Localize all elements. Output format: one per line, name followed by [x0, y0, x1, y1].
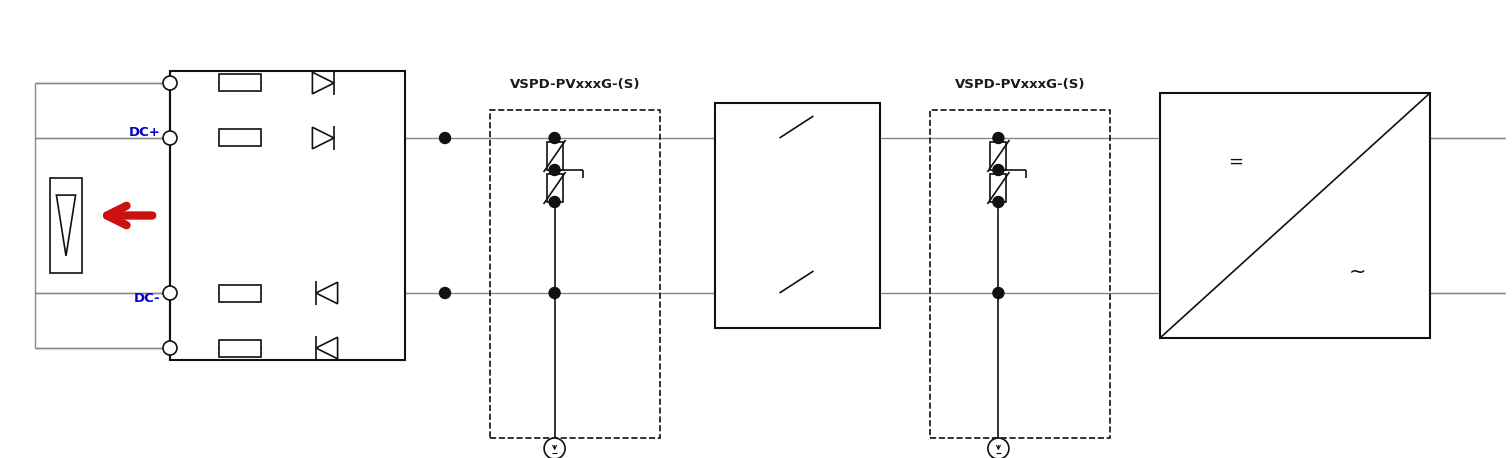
- Circle shape: [993, 288, 1004, 299]
- Circle shape: [440, 288, 451, 299]
- Bar: [219, 130, 262, 147]
- Bar: [547, 142, 562, 170]
- Polygon shape: [316, 282, 337, 304]
- Polygon shape: [56, 195, 76, 256]
- Circle shape: [163, 131, 177, 145]
- Circle shape: [993, 196, 1004, 207]
- Bar: [219, 75, 262, 92]
- Circle shape: [549, 132, 559, 143]
- Bar: [547, 174, 562, 202]
- Text: VSPD-PVxxxG-(S): VSPD-PVxxxG-(S): [954, 78, 1086, 92]
- Bar: [930, 110, 1110, 438]
- Bar: [990, 142, 1007, 170]
- Bar: [1160, 93, 1430, 338]
- Text: ~: ~: [1349, 262, 1365, 282]
- Bar: [219, 339, 262, 356]
- Bar: [219, 284, 262, 301]
- Polygon shape: [313, 127, 334, 149]
- Circle shape: [440, 132, 451, 143]
- Text: =: =: [1228, 153, 1243, 170]
- Bar: [715, 103, 880, 328]
- Circle shape: [987, 438, 1009, 458]
- Circle shape: [163, 341, 177, 355]
- Bar: [990, 174, 1007, 202]
- Circle shape: [549, 164, 559, 175]
- Polygon shape: [313, 72, 334, 94]
- Bar: [490, 110, 661, 438]
- Circle shape: [549, 288, 559, 299]
- Circle shape: [549, 196, 559, 207]
- Circle shape: [544, 438, 565, 458]
- Bar: [169, 71, 405, 360]
- Text: DC-: DC-: [133, 291, 160, 305]
- Circle shape: [163, 286, 177, 300]
- Circle shape: [163, 76, 177, 90]
- Circle shape: [993, 164, 1004, 175]
- Polygon shape: [316, 337, 337, 359]
- Text: DC+: DC+: [129, 126, 160, 140]
- Circle shape: [993, 132, 1004, 143]
- Bar: [50, 178, 82, 273]
- Text: VSPD-PVxxxG-(S): VSPD-PVxxxG-(S): [510, 78, 640, 92]
